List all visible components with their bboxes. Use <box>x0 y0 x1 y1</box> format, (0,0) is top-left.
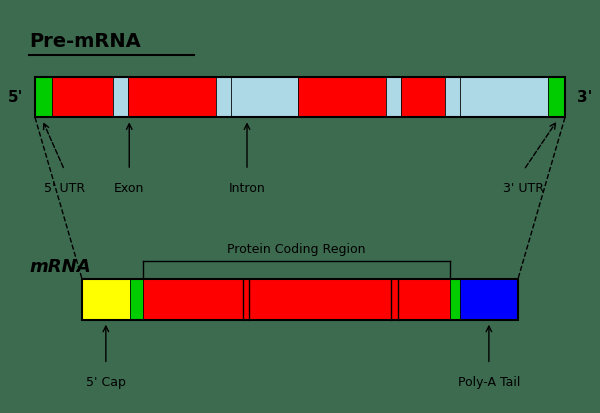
Text: Intron: Intron <box>229 182 265 195</box>
Bar <box>216 77 230 117</box>
Bar <box>249 279 391 320</box>
Bar <box>82 279 130 320</box>
Text: 5' UTR: 5' UTR <box>44 182 85 195</box>
Text: 3': 3' <box>577 90 592 105</box>
Bar <box>298 77 386 117</box>
Text: 3' UTR: 3' UTR <box>503 182 544 195</box>
Bar <box>460 279 518 320</box>
Text: 5' Cap: 5' Cap <box>86 377 126 389</box>
Bar <box>82 279 518 320</box>
Text: Protein Coding Region: Protein Coding Region <box>227 243 366 256</box>
Bar <box>52 77 113 117</box>
Text: Pre-mRNA: Pre-mRNA <box>29 33 141 52</box>
Bar <box>243 279 249 320</box>
Text: Poly-A Tail: Poly-A Tail <box>458 377 520 389</box>
Bar <box>35 77 52 117</box>
Bar <box>386 77 401 117</box>
Bar <box>230 77 298 117</box>
Bar <box>398 279 451 320</box>
Bar <box>401 77 445 117</box>
Bar <box>128 77 216 117</box>
Text: Exon: Exon <box>114 182 145 195</box>
Text: mRNA: mRNA <box>29 258 91 276</box>
Bar <box>460 77 548 117</box>
Bar <box>548 77 565 117</box>
Bar <box>130 279 143 320</box>
Bar <box>451 279 460 320</box>
Bar <box>391 279 398 320</box>
Bar <box>113 77 128 117</box>
Bar <box>35 77 565 117</box>
Bar <box>445 77 460 117</box>
Bar <box>143 279 243 320</box>
Text: 5': 5' <box>8 90 23 105</box>
